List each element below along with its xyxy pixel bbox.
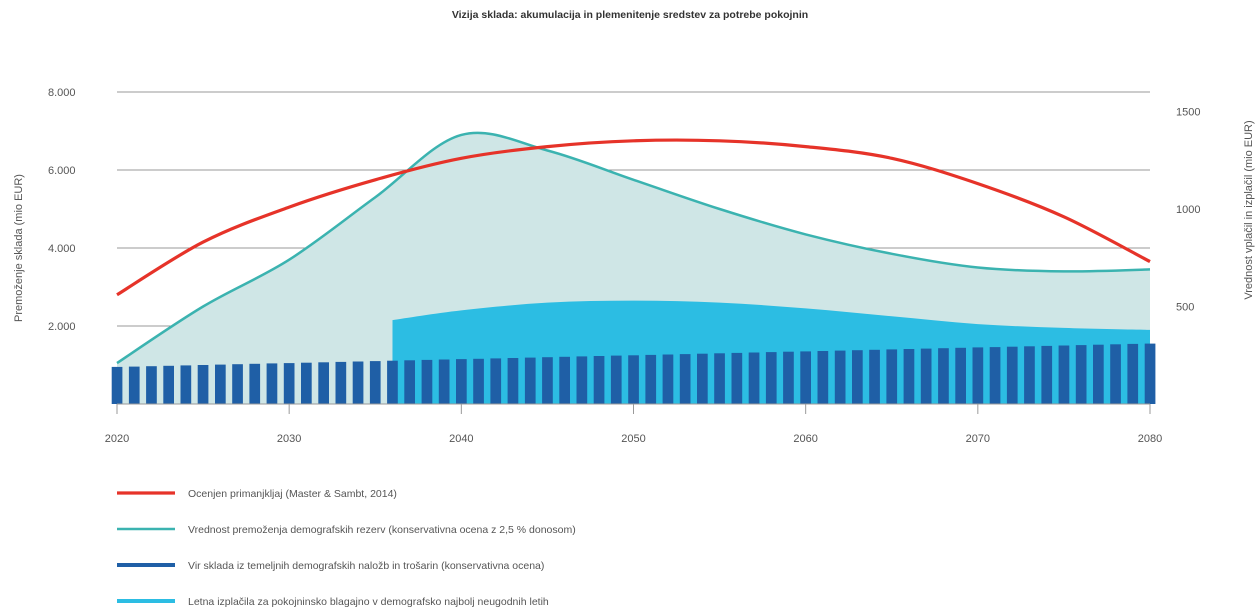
source-bar <box>800 351 811 404</box>
source-bar <box>456 359 467 404</box>
source-bar <box>249 363 261 404</box>
source-bar <box>576 356 588 404</box>
legend-label: Vir sklada iz temeljnih demografskih nal… <box>188 560 544 572</box>
source-bar <box>266 363 278 404</box>
deficit-line <box>116 138 1151 297</box>
source-bar <box>1058 345 1070 404</box>
x-tick-label: 2040 <box>449 433 473 445</box>
plot-layer: 8.000 6.000 4.000 2.000 1500 1000 500 2020 2030 2… <box>48 87 1200 445</box>
source-bar <box>1093 344 1104 404</box>
source-bar <box>128 366 140 404</box>
y-left-tick-label: 4.000 <box>48 243 76 255</box>
source-bar <box>697 353 708 404</box>
source-bar <box>886 349 898 404</box>
y-right-tick-label: 1000 <box>1176 204 1200 216</box>
y-left-tick-label: 2.000 <box>48 321 76 333</box>
source-bar <box>645 354 657 404</box>
source-bar <box>215 364 226 404</box>
source-bar <box>542 357 553 404</box>
source-bar <box>972 347 984 404</box>
source-bar <box>352 361 364 404</box>
source-bar <box>335 361 347 404</box>
source-bar <box>679 354 691 404</box>
source-bar <box>869 349 880 404</box>
source-bar <box>1075 345 1087 404</box>
legend: Ocenjen primanjkljaj (Master & Sambt, 20… <box>117 488 576 608</box>
source-bar <box>232 364 243 404</box>
x-tick-label: 2050 <box>621 433 645 445</box>
source-bar <box>989 347 1001 404</box>
y-left-tick-label: 8.000 <box>48 87 76 99</box>
y-right-tick-label: 1500 <box>1176 107 1200 119</box>
source-bar <box>318 362 329 404</box>
source-bar <box>507 358 519 404</box>
source-bar <box>852 350 863 404</box>
chart-title: Vizija sklada: akumulacija in plemeniten… <box>452 9 808 21</box>
source-bar <box>1110 344 1121 404</box>
legend-label: Vrednost premoženja demografskih rezerv … <box>188 524 576 536</box>
source-bar <box>387 360 398 404</box>
source-bar <box>817 351 829 404</box>
source-bar <box>301 362 312 404</box>
x-tick-label: 2080 <box>1138 433 1162 445</box>
source-bar <box>524 357 536 404</box>
x-tick-label: 2020 <box>105 433 129 445</box>
source-bar <box>473 358 484 404</box>
source-bar <box>955 347 966 404</box>
source-bar <box>834 350 846 404</box>
y-axis-right-label: Vrednost vplačil in izplačil (mio EUR) <box>1243 120 1255 299</box>
source-bar <box>748 352 760 404</box>
source-bar <box>1144 343 1156 404</box>
source-bar <box>731 352 743 404</box>
source-bar <box>714 353 725 404</box>
legend-label: Ocenjen primanjkljaj (Master & Sambt, 20… <box>188 488 397 500</box>
source-bar <box>404 360 415 404</box>
source-bar <box>1024 346 1035 404</box>
source-bar <box>628 355 639 405</box>
source-bar <box>369 361 381 404</box>
y-right-tick-label: 500 <box>1176 302 1194 314</box>
x-tick-label: 2070 <box>966 433 990 445</box>
source-bar <box>1127 343 1139 404</box>
y-axis-left-label: Premoženje sklada (mio EUR) <box>13 174 25 322</box>
source-bar <box>490 358 502 404</box>
source-bar <box>610 355 622 404</box>
source-bar <box>938 348 949 404</box>
source-bar <box>1041 345 1053 404</box>
source-bar <box>903 349 915 404</box>
reserves-line <box>116 131 1151 365</box>
source-bar <box>180 365 192 404</box>
source-bar <box>559 356 570 404</box>
source-bar <box>920 348 932 404</box>
source-bar <box>783 351 794 404</box>
x-tick-label: 2060 <box>793 433 817 445</box>
legend-label: Letna izplačila za pokojninsko blagajno … <box>188 596 549 608</box>
source-bar <box>1006 346 1018 404</box>
source-bar <box>111 366 123 404</box>
x-tick-label: 2030 <box>277 433 301 445</box>
source-bar <box>421 359 433 404</box>
source-bar <box>197 365 209 404</box>
source-bar <box>438 359 450 404</box>
source-bar <box>662 354 674 404</box>
y-left-tick-label: 6.000 <box>48 165 76 177</box>
source-bar <box>163 365 174 404</box>
source-bar <box>593 356 605 404</box>
source-bar <box>146 366 157 404</box>
source-bar <box>283 363 295 404</box>
source-bar <box>765 352 777 404</box>
